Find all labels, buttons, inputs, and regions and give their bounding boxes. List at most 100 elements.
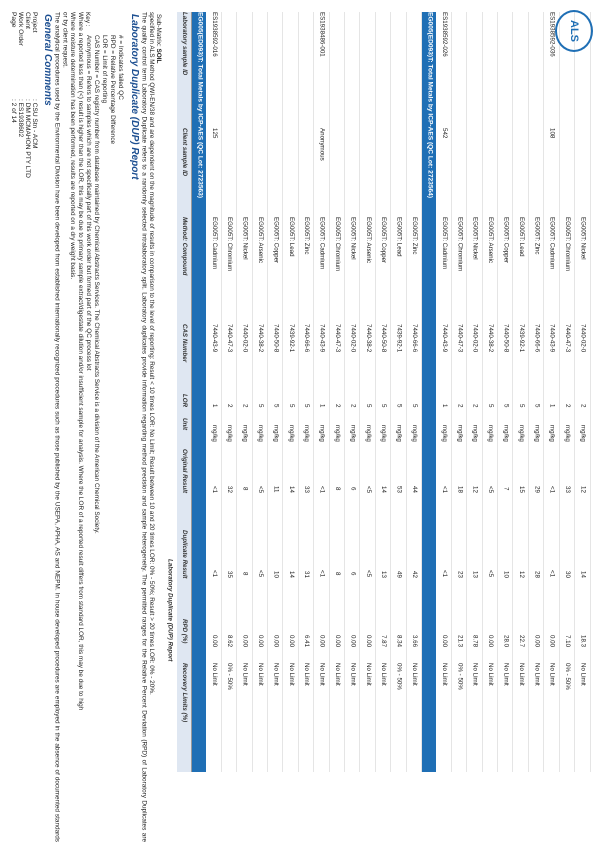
empty	[482, 12, 499, 129]
cell: 49	[390, 529, 407, 619]
cell: 7439-92-1	[390, 323, 407, 394]
cell: No Limit	[436, 663, 452, 772]
cell: 7.10	[559, 618, 576, 664]
cell: No Limit	[329, 663, 346, 772]
cell: 0% - 50%	[559, 663, 576, 772]
data-row: EG005T: Lead 7439-92-1 5 mg/kg 14 14 0.00 No Li…	[282, 12, 299, 772]
cell: mg/kg	[252, 417, 268, 449]
cell: 6.41	[298, 618, 315, 664]
cell: mg/kg	[497, 417, 514, 449]
cell: 7440-50-8	[375, 323, 392, 394]
cell: 8	[329, 448, 346, 530]
cell: No Limit	[406, 663, 423, 772]
spacer	[162, 393, 177, 418]
cell: 5	[282, 393, 299, 418]
cell: 0.00	[252, 618, 268, 664]
cell: No Limit	[267, 663, 284, 772]
cell: 29	[528, 448, 545, 530]
empty	[236, 12, 253, 129]
client-id: 542	[436, 128, 452, 217]
cell: 0.00	[329, 618, 346, 664]
cell: 7440-43-9	[436, 323, 452, 394]
section-title: EG005(ED093)T: Total Metals by ICP-AES (…	[191, 12, 207, 772]
cell: 0.00	[436, 618, 452, 664]
cell: 7440-43-9	[313, 323, 330, 394]
label: Sub-Matrix:	[155, 14, 163, 47]
cell: mg/kg	[282, 417, 299, 449]
cell: 0.00	[528, 618, 545, 664]
empty	[466, 12, 483, 129]
cell: 32	[221, 448, 238, 530]
data-row: EG005T: Nickel 7440-02-0 2 mg/kg 12 13 8.78 No …	[466, 12, 483, 772]
cell: 3.66	[406, 618, 423, 664]
cell: EG005T: Cadmium	[436, 216, 452, 324]
cell: 18.3	[574, 618, 591, 664]
cell: <5	[359, 448, 376, 530]
header-row: Laboratory sample ID Client sample ID Meth…	[176, 12, 192, 772]
cell: 6	[344, 529, 361, 619]
cell: 7440-38-2	[482, 323, 499, 394]
cell: No Limit	[236, 663, 253, 772]
cell: mg/kg	[512, 417, 529, 449]
empty	[282, 12, 299, 129]
cell: <1	[206, 448, 222, 530]
data-row: EG005T: Lead 7439-92-1 5 mg/kg 53 49 8.34 0% - …	[390, 12, 407, 772]
cell: 1	[313, 393, 330, 418]
cell: <1	[436, 448, 452, 530]
section-title: Laboratory Duplicate (DUP) Report	[128, 14, 140, 180]
cell: 0.00	[359, 618, 376, 664]
cell: 2	[329, 393, 346, 418]
cell: <5	[482, 448, 499, 530]
cell: mg/kg	[406, 417, 423, 449]
intro: The quality control term Laboratory Dupl…	[140, 12, 156, 842]
column-header: Laboratory sample ID	[176, 12, 192, 129]
cell: No Limit	[543, 663, 560, 772]
cell: EG005T: Copper	[497, 216, 514, 324]
column-header: CAS Number	[176, 323, 192, 394]
cell: <1	[543, 529, 560, 619]
cell: No Limit	[282, 663, 299, 772]
cell: 1	[543, 393, 560, 418]
data-row: EG005T: Copper 7440-50-8 5 mg/kg 11 10 0.00 No …	[267, 12, 284, 772]
empty	[497, 12, 514, 129]
cell: 8	[236, 448, 253, 530]
cell: mg/kg	[206, 417, 222, 449]
data-row: EG005T: Chromium 7440-47-3 2 mg/kg 32 35 8.62 0…	[221, 12, 238, 772]
cell: 7440-43-9	[206, 323, 222, 394]
cell: mg/kg	[390, 417, 407, 449]
data-row: EG005T: Nickel 7440-02-0 2 mg/kg 12 14 18.3 No …	[574, 12, 591, 772]
field-label: Project	[31, 12, 38, 33]
cell: 2	[451, 393, 468, 418]
column-header: Unit	[176, 417, 192, 449]
cell: 7440-50-8	[267, 323, 284, 394]
cell: EG005T: Zinc	[406, 216, 423, 324]
cell: 11	[267, 448, 284, 530]
cell: 2	[559, 393, 576, 418]
paragraph: Where moisture determination has been pe…	[69, 12, 77, 280]
empty	[497, 128, 514, 217]
cell: No Limit	[375, 663, 392, 772]
data-row: EG005T: Copper 7440-50-8 5 mg/kg 7 10 28.0 No L…	[497, 12, 514, 772]
cell: 7439-92-1	[512, 323, 529, 394]
lab-id: ES1938592-016	[206, 12, 222, 129]
cell: 8.34	[390, 618, 407, 664]
cell: EG005T: Nickel	[574, 216, 591, 324]
data-row: EG005T: Chromium 7440-47-3 2 mg/kg 33 30 7.10 0…	[559, 12, 576, 772]
cell: EG005T: Cadmium	[313, 216, 330, 324]
data-row: EG005T: Arsenic 7440-38-2 5 mg/kg <5 <5 0.00 No…	[359, 12, 376, 772]
key: Key : Anonymous = Refers to samples whic…	[84, 12, 124, 840]
cell: 7440-66-6	[406, 323, 423, 394]
cell: 0.00	[482, 618, 499, 664]
cell: No Limit	[252, 663, 268, 772]
lab-id: ES1938592-036	[543, 12, 560, 129]
cell: 5	[406, 393, 423, 418]
cell: mg/kg	[559, 417, 576, 449]
key-lines: Anonymous = Refers to samples which are …	[84, 35, 124, 534]
cell: 0.00	[267, 618, 284, 664]
cell: mg/kg	[267, 417, 284, 449]
cell: 30	[559, 529, 576, 619]
cell: 5	[359, 393, 376, 418]
column-header: RPD (%)	[176, 618, 192, 664]
cell: 7440-02-0	[344, 323, 361, 394]
